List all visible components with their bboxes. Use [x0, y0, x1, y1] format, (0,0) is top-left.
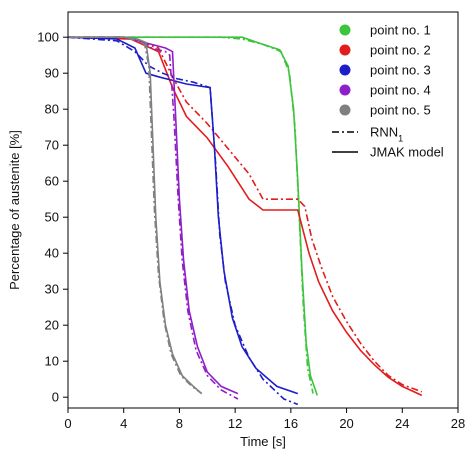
y-tick-label: 80: [45, 102, 59, 117]
legend-label-4: point no. 4: [370, 83, 431, 98]
y-tick-label: 90: [45, 66, 59, 81]
legend-marker-2: [339, 44, 351, 56]
legend-label-2: point no. 2: [370, 43, 431, 58]
series-1-jmak-line: [68, 36, 319, 396]
series-2-jmak-line: [67, 36, 423, 397]
y-tick-label: 100: [37, 30, 59, 45]
y-tick-label: 40: [45, 246, 59, 261]
legend-label-3: point no. 3: [370, 63, 431, 78]
y-axis-label: Percentage of austenite [%]: [7, 130, 22, 290]
legend-marker-3: [339, 64, 351, 76]
series-3-rnn-line: [67, 36, 299, 406]
legend-label-5: point no. 5: [370, 103, 431, 118]
plot-curves: [67, 36, 423, 406]
series-5-rnn-line: [68, 36, 203, 395]
y-tick-label: 30: [45, 282, 59, 297]
x-tick-label: 28: [451, 416, 465, 431]
series-3-jmak-line: [67, 36, 299, 395]
y-tick-label: 20: [45, 318, 59, 333]
y-tick-label: 50: [45, 210, 59, 225]
legend-marker-1: [339, 24, 351, 36]
y-tick-label: 0: [52, 390, 59, 405]
x-tick-label: 0: [64, 416, 71, 431]
series-5-jmak-line: [68, 36, 203, 395]
series-1-rnn-line: [68, 36, 314, 394]
series-2-rnn-line: [67, 36, 423, 393]
series-4-rnn-line: [68, 36, 239, 400]
x-tick-label: 12: [228, 416, 242, 431]
legend-label-1: point no. 1: [370, 23, 431, 38]
legend-marker-4: [339, 84, 351, 96]
y-tick-label: 10: [45, 354, 59, 369]
y-axis-ticks: 0 10 20 30 40 50 60 70 80 90 100: [37, 30, 68, 405]
legend: point no. 1 point no. 2 point no. 3 point n…: [332, 23, 444, 160]
series-4-jmak-line: [68, 36, 239, 395]
y-tick-label: 60: [45, 174, 59, 189]
x-axis-ticks: 0 4 8 12 16 20 24 28: [64, 408, 465, 431]
legend-linestyle-label-2: JMAK model: [370, 145, 444, 160]
x-tick-label: 4: [120, 416, 127, 431]
plot-frame: [67, 11, 459, 409]
x-tick-label: 16: [284, 416, 298, 431]
legend-marker-5: [339, 104, 351, 116]
legend-linestyle-label-1: RNN1: [370, 125, 403, 144]
x-tick-label: 20: [339, 416, 353, 431]
x-tick-label: 8: [176, 416, 183, 431]
y-tick-label: 70: [45, 138, 59, 153]
x-tick-label: 24: [395, 416, 409, 431]
x-axis-label: Time [s]: [240, 434, 286, 449]
